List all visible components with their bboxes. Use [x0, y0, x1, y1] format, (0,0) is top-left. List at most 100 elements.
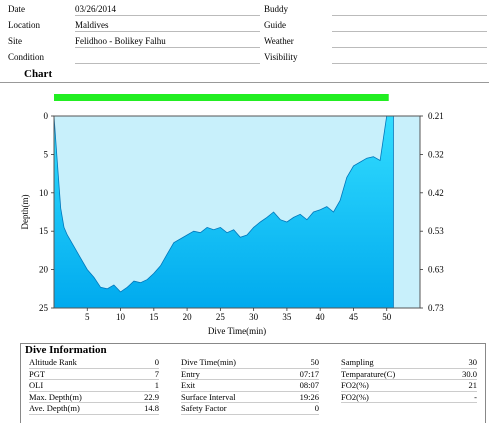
- y-tick-label: 15: [39, 226, 49, 236]
- safety-factor-label: Safety Factor: [181, 403, 227, 414]
- x-tick-label: 20: [183, 312, 193, 322]
- date-label: Date: [8, 4, 25, 14]
- pgt-value: 7: [154, 368, 159, 379]
- y-axis-ticks: 0 5 10 15 20 25: [39, 111, 54, 313]
- weather-label: Weather: [264, 36, 294, 46]
- x-tick-label: 50: [382, 312, 392, 322]
- entry-value: 07:17: [299, 368, 319, 379]
- max-depth-row: Max. Depth(m) 22.9: [29, 392, 159, 404]
- condition-row: Condition: [8, 50, 260, 66]
- visibility-row: Visibility: [264, 50, 487, 66]
- y-axis-label: Depth(m): [20, 195, 30, 230]
- temperature-value: 30.0: [462, 368, 477, 379]
- fo2-row-1: FO2(%) 21: [341, 380, 477, 392]
- right-tick-label: 0.32: [428, 149, 444, 159]
- dive-time-bar: [54, 94, 389, 101]
- site-value: Felidhoo - Bolikey Falhu: [75, 34, 260, 48]
- right-tick-label: 0.21: [428, 111, 444, 121]
- weather-value: [332, 34, 487, 48]
- oli-label: OLI: [29, 380, 44, 391]
- date-row: Date 03/26/2014: [8, 2, 260, 18]
- x-tick-label: 15: [149, 312, 159, 322]
- location-label: Location: [8, 20, 40, 30]
- y-tick-label: 25: [39, 303, 49, 313]
- fo2-value-1: 21: [468, 380, 478, 391]
- condition-label: Condition: [8, 52, 45, 62]
- location-value: Maldives: [75, 18, 260, 32]
- sampling-row: Sampling 30: [341, 357, 477, 369]
- ave-depth-row: Ave. Depth(m) 14.8: [29, 403, 159, 415]
- temperature-label: Temparature(C): [341, 368, 396, 379]
- temperature-row: Temparature(C) 30.0: [341, 369, 477, 381]
- right-axis-ticks: 0.21 0.32 0.42 0.53 0.63 0.73: [420, 111, 444, 313]
- ave-depth-value: 14.8: [144, 403, 159, 414]
- guide-value: [332, 18, 487, 32]
- buddy-label: Buddy: [264, 4, 289, 14]
- location-row: Location Maldives: [8, 18, 260, 34]
- depth-chart: 5 10 15 20 25 30 35 40 45 50 0 5 10 15 20 25 0.21 0.32 0…: [0, 84, 489, 340]
- right-tick-label: 0.73: [428, 303, 444, 313]
- dive-info-column-3: Sampling 30 Temparature(C) 30.0 FO2(%) 21 F…: [341, 357, 477, 404]
- guide-row: Guide: [264, 18, 487, 34]
- right-tick-label: 0.53: [428, 226, 444, 236]
- dive-information-panel: Dive Information Altitude Rank 0 PGT 7 OLI…: [20, 343, 486, 423]
- x-tick-label: 25: [216, 312, 226, 322]
- pgt-label: PGT: [29, 368, 46, 379]
- y-tick-label: 5: [44, 149, 49, 159]
- exit-label: Exit: [181, 380, 196, 391]
- plot-frame: [53, 115, 421, 309]
- surface-interval-value: 19:26: [299, 391, 319, 402]
- y-tick-label: 20: [39, 265, 49, 275]
- weather-row: Weather: [264, 34, 487, 50]
- oli-row: OLI 1: [29, 380, 159, 392]
- dive-time-label: Dive Time(min): [181, 357, 237, 367]
- right-tick-label: 0.42: [428, 188, 444, 198]
- pgt-row: PGT 7: [29, 369, 159, 381]
- x-tick-label: 35: [282, 312, 292, 322]
- x-tick-label: 30: [249, 312, 259, 322]
- safety-factor-row: Safety Factor 0: [181, 403, 319, 415]
- visibility-value: [332, 50, 487, 64]
- surface-interval-label: Surface Interval: [181, 391, 236, 402]
- y-tick-label: 10: [39, 188, 49, 198]
- dive-time-row: Dive Time(min) 50: [181, 357, 319, 369]
- entry-label: Entry: [181, 368, 200, 379]
- altitude-rank-label: Altitude Rank: [29, 357, 77, 367]
- altitude-rank-value: 0: [154, 357, 159, 367]
- buddy-row: Buddy: [264, 2, 487, 18]
- ave-depth-label: Ave. Depth(m): [29, 403, 80, 414]
- visibility-label: Visibility: [264, 52, 298, 62]
- x-axis-label: Dive Time(min): [208, 326, 266, 336]
- sampling-label: Sampling: [341, 357, 374, 367]
- max-depth-value: 22.9: [144, 391, 159, 402]
- altitude-rank-row: Altitude Rank 0: [29, 357, 159, 369]
- right-tick-label: 0.63: [428, 265, 444, 275]
- site-row: Site Felidhoo - Bolikey Falhu: [8, 34, 260, 50]
- depth-profile-area: [53, 115, 394, 309]
- dive-information-title: Dive Information: [25, 344, 107, 356]
- exit-row: Exit 08:07: [181, 380, 319, 392]
- chart-section-title: Chart: [24, 68, 53, 80]
- dive-info-column-2: Dive Time(min) 50 Entry 07:17 Exit 08:07 Su…: [181, 357, 319, 415]
- fo2-value-2: -: [474, 391, 477, 402]
- x-tick-label: 45: [349, 312, 359, 322]
- surface-interval-row: Surface Interval 19:26: [181, 392, 319, 404]
- fo2-label-1: FO2(%): [341, 380, 369, 391]
- dive-info-column-1: Altitude Rank 0 PGT 7 OLI 1 Max. Depth(m) 22…: [29, 357, 159, 415]
- oli-value: 1: [154, 380, 159, 391]
- safety-factor-value: 0: [314, 403, 319, 414]
- condition-value: [75, 50, 260, 64]
- sampling-value: 30: [468, 357, 478, 367]
- x-tick-label: 10: [116, 312, 126, 322]
- exit-value: 08:07: [299, 380, 319, 391]
- date-value: 03/26/2014: [75, 2, 260, 16]
- site-label: Site: [8, 36, 23, 46]
- x-tick-label: 40: [316, 312, 326, 322]
- dive-time-value: 50: [310, 357, 320, 367]
- x-tick-label: 5: [85, 312, 90, 322]
- x-axis-ticks: 5 10 15 20 25 30 35 40 45 50: [85, 308, 392, 322]
- fo2-row-2: FO2(%) -: [341, 392, 477, 404]
- buddy-value: [332, 2, 487, 16]
- max-depth-label: Max. Depth(m): [29, 391, 82, 402]
